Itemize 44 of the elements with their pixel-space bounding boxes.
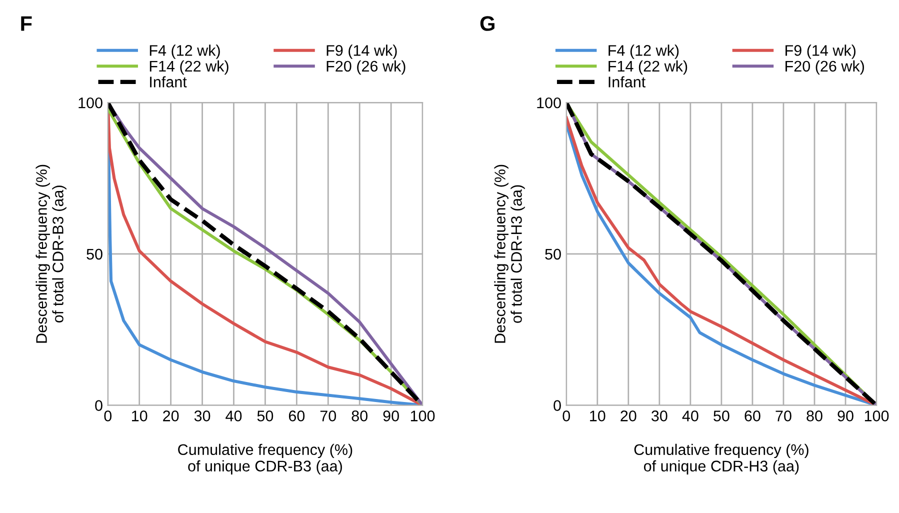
x-tick-label: 90 [383,410,399,422]
x-tick-label: 10 [590,410,606,422]
y-tick-label: 50 [545,248,561,260]
legend-label: Infant [150,76,187,88]
x-axis-title: Cumulative frequency (%) of unique CDR-B3 (aa) [178,444,352,475]
x-tick-label: 0 [104,410,112,422]
x-tick-label: 90 [838,410,854,422]
legend-label: F14 (22 wk) [608,60,688,75]
legend-label: F20 (26 wk) [786,60,864,75]
legend-label: F20 (26 wk) [326,60,406,75]
x-tick-label: 0 [562,410,570,422]
x-tick-label: 60 [288,410,305,422]
y-tick-label: 0 [554,400,561,411]
legend-label: F4 (12 wk) [608,44,679,59]
x-tick-label: 30 [652,410,668,422]
legend-label: F14 (22 wk) [150,60,228,75]
chart-title: F [21,16,32,31]
x-tick-label: 70 [776,410,792,422]
legend-label: F4 (12 wk) [150,44,220,59]
x-tick-label: 10 [132,410,148,422]
chart-title: G [480,16,494,31]
x-tick-label: 50 [257,410,274,422]
x-tick-label: 20 [620,410,636,422]
x-tick-label: 40 [226,410,242,422]
y-tick-label: 100 [537,97,561,108]
x-tick-label: 80 [352,410,368,422]
x-tick-label: 40 [682,410,698,422]
x-tick-label: 60 [744,410,760,422]
y-axis-title: Descending frequency (%) of total CDR-B3 (aa) [36,164,66,343]
y-tick-label: 100 [78,97,102,108]
x-tick-label: 100 [864,410,889,422]
x-tick-label: 70 [320,410,336,422]
legend-label: F9 (14 wk) [786,44,856,59]
x-tick-label: 100 [410,410,435,422]
x-tick-label: 80 [806,410,822,422]
legend-label: Infant [608,76,646,88]
x-tick-label: 30 [194,410,210,422]
x-axis-title: Cumulative frequency (%) of unique CDR-H3 (aa) [634,444,808,475]
y-tick-label: 0 [95,400,102,411]
legend-label: F9 (14 wk) [326,44,397,59]
y-axis-title: Descending frequency (%) of total CDR-H3 (aa) [494,164,525,343]
y-tick-label: 50 [86,248,102,260]
x-tick-label: 20 [163,410,179,422]
x-tick-label: 50 [714,410,730,422]
